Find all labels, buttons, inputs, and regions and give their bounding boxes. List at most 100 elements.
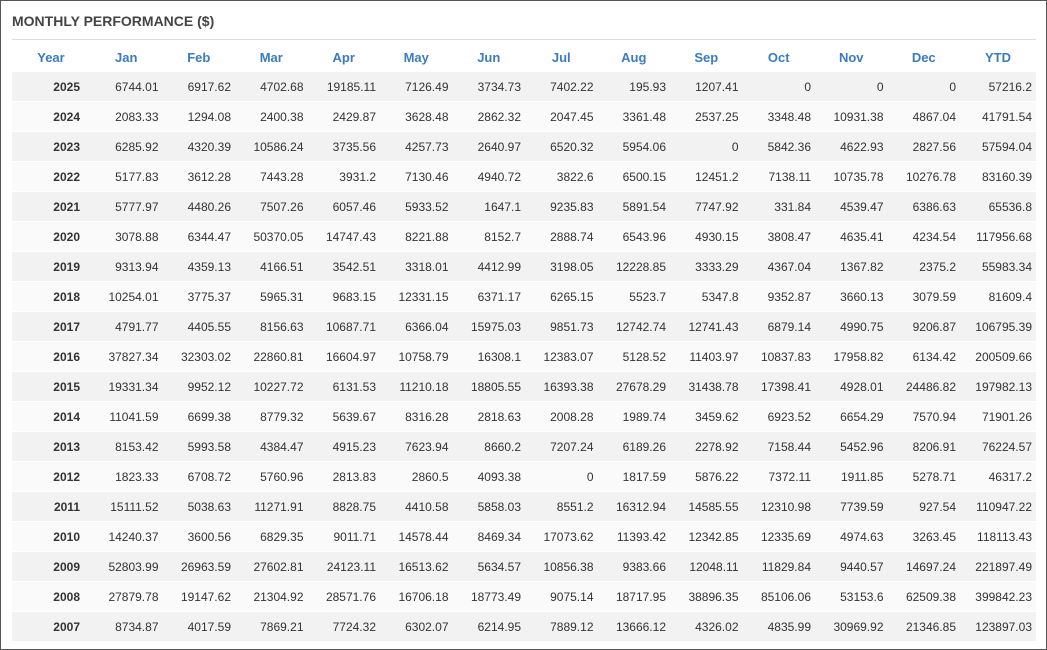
value-cell: 123897.03 <box>960 611 1036 642</box>
value-cell: 4320.39 <box>162 131 235 162</box>
value-cell: 16393.38 <box>525 371 598 402</box>
value-cell: 3333.29 <box>670 251 743 282</box>
value-cell: 6134.42 <box>887 341 960 372</box>
value-cell: 41791.54 <box>960 101 1036 132</box>
value-cell: 4367.04 <box>742 251 815 282</box>
value-cell: 4405.55 <box>162 311 235 342</box>
value-cell: 3612.28 <box>162 161 235 192</box>
table-row: 2017 4791.77 4405.55 8156.63 10687.71 6366.04… <box>12 311 1036 342</box>
value-cell: 8660.2 <box>452 431 525 462</box>
value-cell: 11403.97 <box>670 341 743 372</box>
value-cell: 4867.04 <box>887 101 960 132</box>
value-cell: 3459.62 <box>670 401 743 432</box>
value-cell: 1647.1 <box>452 191 525 222</box>
value-cell: 18805.55 <box>452 371 525 402</box>
value-cell: 4835.99 <box>742 611 815 642</box>
value-cell: 6371.17 <box>452 281 525 312</box>
value-cell: 197982.13 <box>960 371 1036 402</box>
value-cell: 3808.47 <box>742 221 815 252</box>
value-cell: 11041.59 <box>90 401 163 432</box>
value-cell: 7402.22 <box>525 72 598 102</box>
value-cell: 19331.34 <box>90 371 163 402</box>
value-cell: 27678.29 <box>597 371 670 402</box>
value-cell: 17958.82 <box>815 341 888 372</box>
value-cell: 3628.48 <box>380 101 453 132</box>
value-cell: 2860.5 <box>380 461 453 492</box>
value-cell: 2083.33 <box>90 101 163 132</box>
value-cell: 62509.38 <box>887 581 960 612</box>
value-cell: 19185.11 <box>307 72 380 102</box>
value-cell: 76224.57 <box>960 431 1036 462</box>
value-cell: 9206.87 <box>887 311 960 342</box>
value-cell: 4412.99 <box>452 251 525 282</box>
value-cell: 6917.62 <box>162 72 235 102</box>
value-cell: 12331.15 <box>380 281 453 312</box>
value-cell: 2818.63 <box>452 401 525 432</box>
value-cell: 9440.57 <box>815 551 888 582</box>
column-header: Jan <box>115 49 138 65</box>
value-cell: 5777.97 <box>90 191 163 222</box>
table-row: 2023 6285.92 4320.39 10586.24 3735.56 4257.73… <box>12 131 1036 162</box>
value-cell: 12451.2 <box>670 161 743 192</box>
value-cell: 12342.85 <box>670 521 743 552</box>
value-cell: 2888.74 <box>525 221 598 252</box>
year-cell: 2008 <box>12 581 90 612</box>
value-cell: 37827.34 <box>90 341 163 372</box>
value-cell: 7623.94 <box>380 431 453 462</box>
value-cell: 21304.92 <box>235 581 308 612</box>
value-cell: 5177.83 <box>90 161 163 192</box>
value-cell: 24123.11 <box>307 551 380 582</box>
value-cell: 4974.63 <box>815 521 888 552</box>
value-cell: 7158.44 <box>742 431 815 462</box>
value-cell: 83160.39 <box>960 161 1036 192</box>
year-cell: 2019 <box>12 251 90 282</box>
value-cell: 6699.38 <box>162 401 235 432</box>
value-cell: 6543.96 <box>597 221 670 252</box>
value-cell: 1294.08 <box>162 101 235 132</box>
year-cell: 2017 <box>12 311 90 342</box>
value-cell: 6214.95 <box>452 611 525 642</box>
value-cell: 7747.92 <box>670 191 743 222</box>
value-cell: 16312.94 <box>597 491 670 522</box>
value-cell: 5993.58 <box>162 431 235 462</box>
value-cell: 7739.59 <box>815 491 888 522</box>
value-cell: 5858.03 <box>452 491 525 522</box>
value-cell: 5639.67 <box>307 401 380 432</box>
value-cell: 8469.34 <box>452 521 525 552</box>
value-cell: 7207.24 <box>525 431 598 462</box>
table-row: 2021 5777.97 4480.26 7507.26 6057.46 5933.52 1… <box>12 191 1036 222</box>
value-cell: 12383.07 <box>525 341 598 372</box>
value-cell: 3318.01 <box>380 251 453 282</box>
value-cell: 7138.11 <box>742 161 815 192</box>
value-cell: 31438.78 <box>670 371 743 402</box>
value-cell: 11393.42 <box>597 521 670 552</box>
value-cell: 9851.73 <box>525 311 598 342</box>
value-cell: 4166.51 <box>235 251 308 282</box>
value-cell: 5128.52 <box>597 341 670 372</box>
performance-table: Year Jan Feb Mar Apr May Jun Jul Aug Sep Oct Nov Dec… <box>12 42 1036 642</box>
value-cell: 8152.7 <box>452 221 525 252</box>
value-cell: 0 <box>670 131 743 162</box>
value-cell: 6189.26 <box>597 431 670 462</box>
value-cell: 10687.71 <box>307 311 380 342</box>
value-cell: 2047.45 <box>525 101 598 132</box>
value-cell: 117956.68 <box>960 221 1036 252</box>
value-cell: 3822.6 <box>525 161 598 192</box>
value-cell: 10735.78 <box>815 161 888 192</box>
value-cell: 38896.35 <box>670 581 743 612</box>
table-row: 2016 37827.34 32303.02 22860.81 16604.97 1075… <box>12 341 1036 372</box>
value-cell: 110947.22 <box>960 491 1036 522</box>
year-cell: 2012 <box>12 461 90 492</box>
table-row: 2020 3078.88 6344.47 50370.05 14747.43 8221.8… <box>12 221 1036 252</box>
column-header: Year <box>37 49 65 65</box>
value-cell: 10837.83 <box>742 341 815 372</box>
value-cell: 8206.91 <box>887 431 960 462</box>
year-cell: 2013 <box>12 431 90 462</box>
value-cell: 9313.94 <box>90 251 163 282</box>
value-cell: 7507.26 <box>235 191 308 222</box>
value-cell: 4990.75 <box>815 311 888 342</box>
value-cell: 8551.2 <box>525 491 598 522</box>
column-header: Mar <box>259 49 283 65</box>
value-cell: 4702.68 <box>235 72 308 102</box>
value-cell: 4940.72 <box>452 161 525 192</box>
